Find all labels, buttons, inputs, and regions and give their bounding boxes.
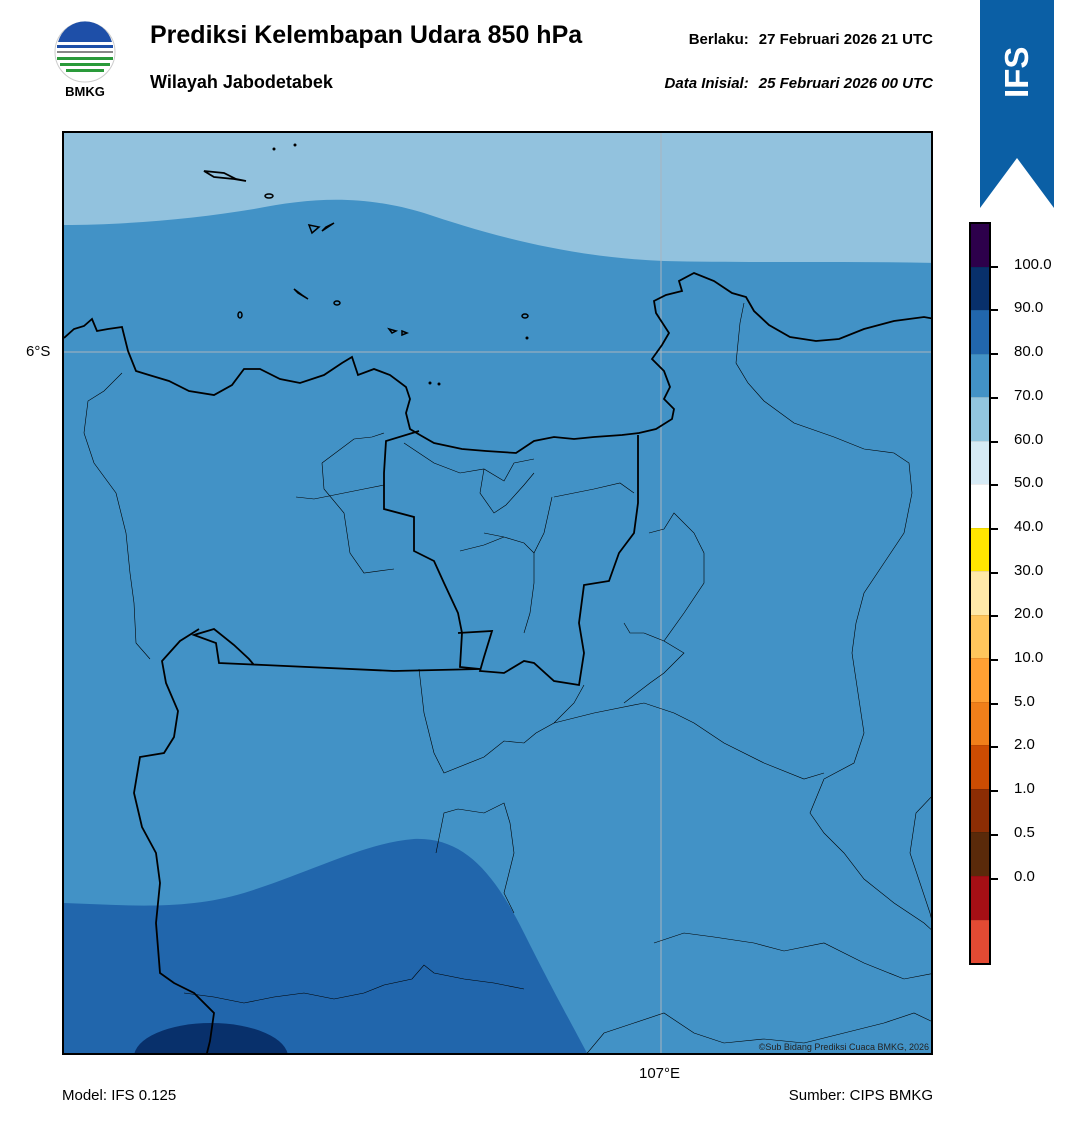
island [203,170,247,182]
colorbar-segment [971,875,989,920]
humidity-map: ©Sub Bidang Prediksi Cuaca BMKG, 2026 [62,131,933,1055]
ifs-ribbon [980,0,1054,208]
coastline [64,272,931,454]
region-subtitle: Wilayah Jabodetabek [150,72,333,92]
colorbar-segment [971,527,989,572]
colorbar-ticks: 100.0 90.0 80.0 70.0 60.0 50.0 40.0 30.0 20.0 10.… [991,222,1081,965]
lon-tick-label: 107°E [639,1065,681,1082]
colorbar-tick-label: 30.0 [1014,561,1044,579]
valid-label: Berlaku: [688,31,749,48]
colorbar-segment [971,919,989,964]
colorbar-tick-label: 5.0 [1014,692,1035,710]
lat-tick-label: 6°S [26,343,51,360]
colorbar-segment [971,310,989,354]
colorbar-tick-label: 1.0 [1014,780,1035,798]
colorbar-segment [971,266,989,311]
source-info: Sumber: CIPS BMKG [788,1087,933,1104]
ribbon-label: IFS [998,46,1035,98]
island [307,222,335,235]
colorbar-tick-label: 2.0 [1014,736,1035,754]
colorbar-segment [971,571,989,615]
init-time: Data Inisial: 25 Februari 2026 00 UTC [665,75,933,92]
colorbar [969,222,991,965]
valid-time-value: 27 Februari 2026 21 UTC [758,31,933,48]
colorbar-tick-label: 0.0 [1014,867,1035,885]
island [264,193,274,199]
colorbar-segment [971,658,989,702]
island [293,288,309,300]
island [428,381,432,385]
colorbar-tick-label: 20.0 [1014,605,1044,623]
map-canvas [64,133,931,1053]
island [437,382,441,386]
model-info: Model: IFS 0.125 [62,1087,177,1104]
colorbar-tick-label: 70.0 [1014,386,1044,404]
humidity-band-60-70 [64,133,931,263]
province-border [457,435,639,687]
colorbar-segment [971,440,989,485]
province-border [133,628,215,1053]
island [272,147,276,151]
colorbar-segment [971,353,989,398]
colorbar-segment [971,224,989,267]
colorbar-tick-label: 50.0 [1014,474,1044,492]
colorbar-segment [971,614,989,659]
valid-time: Berlaku: 27 Februari 2026 21 UTC [689,31,933,48]
colorbar-tick-label: 40.0 [1014,517,1044,535]
island [237,311,243,319]
init-label: Data Inisial: [664,75,749,92]
island [387,327,410,337]
island [521,313,529,319]
humidity-band-80-90 [64,838,587,1053]
island [333,300,341,306]
colorbar-segment [971,397,989,441]
chart-title: Prediksi Kelembapan Udara 850 hPa [150,21,583,49]
colorbar-tick-label: 10.0 [1014,649,1044,667]
colorbar-segment [971,484,989,528]
bmkg-emblem-icon [54,21,116,83]
colorbar-tick-label: 80.0 [1014,343,1044,361]
colorbar-tick-label: 60.0 [1014,430,1044,448]
logo-label: BMKG [65,84,105,99]
colorbar-segment [971,701,989,746]
colorbar-tick-label: 0.5 [1014,823,1035,841]
colorbar-segment [971,832,989,876]
map-credit: ©Sub Bidang Prediksi Cuaca BMKG, 2026 [758,1042,929,1052]
bmkg-logo: BMKG [52,20,118,100]
colorbar-segment [971,745,989,789]
colorbar-segment [971,788,989,833]
island [525,336,529,340]
province-border [191,430,481,672]
regency-borders [83,302,931,1053]
island [293,143,297,147]
colorbar-tick-label: 90.0 [1014,299,1044,317]
init-time-value: 25 Februari 2026 00 UTC [758,75,933,92]
colorbar-tick-label: 100.0 [1014,255,1052,273]
